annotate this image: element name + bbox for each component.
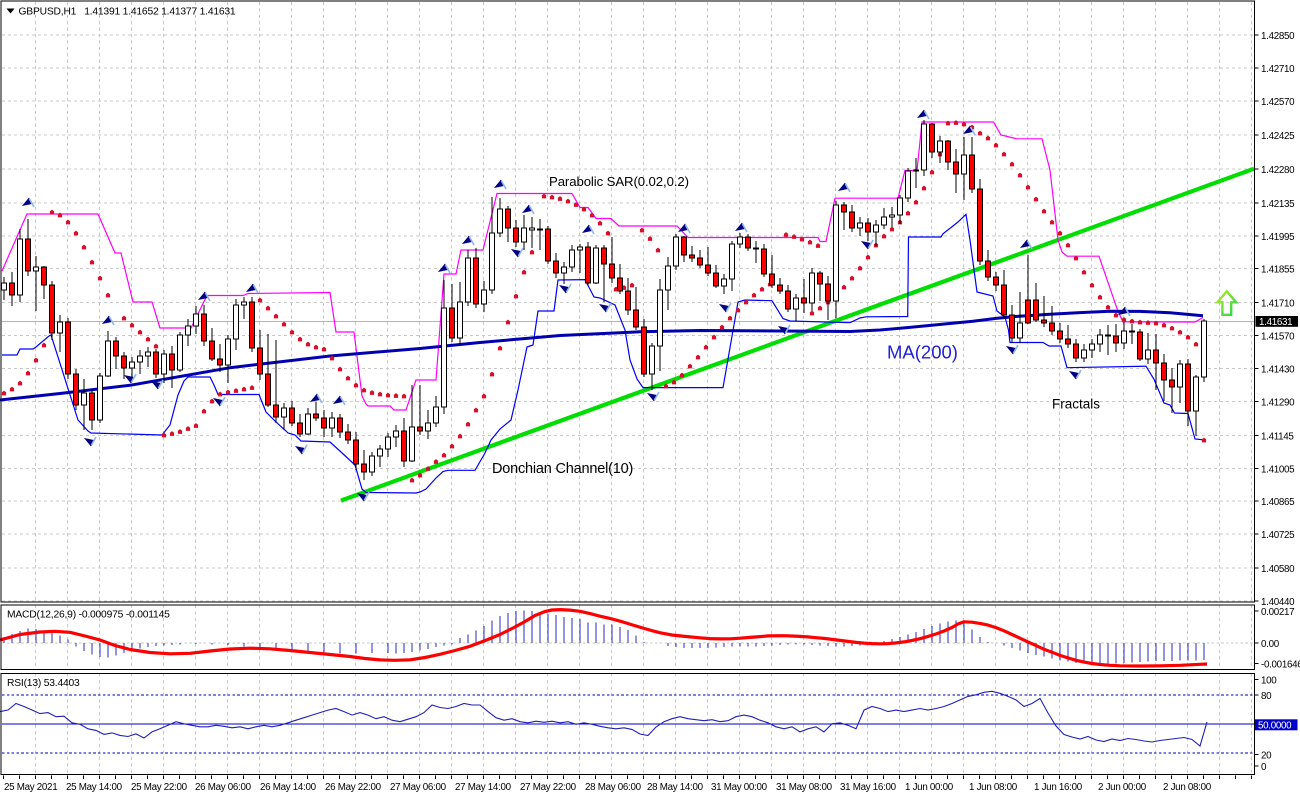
svg-text:27 May 06:00: 27 May 06:00 (390, 782, 447, 793)
svg-text:20: 20 (1261, 751, 1272, 762)
svg-text:31 May 00:00: 31 May 00:00 (711, 782, 768, 793)
svg-text:1.42850: 1.42850 (1261, 31, 1295, 42)
svg-text:100: 100 (1261, 676, 1277, 687)
svg-text:1.40580: 1.40580 (1261, 564, 1295, 575)
svg-text:1 Jun 16:00: 1 Jun 16:00 (1034, 782, 1083, 793)
svg-text:Fractals: Fractals (1052, 397, 1100, 412)
svg-text:31 May 16:00: 31 May 16:00 (840, 782, 897, 793)
svg-text:1.41855: 1.41855 (1261, 265, 1295, 276)
svg-text:28 May 14:00: 28 May 14:00 (647, 782, 704, 793)
svg-text:26 May 22:00: 26 May 22:00 (325, 782, 382, 793)
svg-text:27 May 14:00: 27 May 14:00 (455, 782, 512, 793)
svg-text:1.41631: 1.41631 (1259, 317, 1292, 328)
svg-text:26 May 14:00: 26 May 14:00 (260, 782, 317, 793)
svg-text:1.40440: 1.40440 (1261, 597, 1295, 608)
svg-text:1.42710: 1.42710 (1261, 64, 1295, 75)
svg-text:1.42135: 1.42135 (1261, 199, 1295, 210)
svg-text:MACD(12,26,9) -0.000975 -0.001: MACD(12,26,9) -0.000975 -0.001145 (7, 610, 170, 621)
svg-text:MA(200): MA(200) (887, 342, 958, 363)
svg-text:2 Jun 00:00: 2 Jun 00:00 (1098, 782, 1147, 793)
svg-text:25 May 2021: 25 May 2021 (4, 782, 57, 793)
svg-text:1.41995: 1.41995 (1261, 232, 1295, 243)
svg-text:0: 0 (1261, 762, 1267, 773)
svg-text:2 Jun 08:00: 2 Jun 08:00 (1163, 782, 1212, 793)
svg-text:1.41290: 1.41290 (1261, 397, 1295, 408)
svg-text:1.41710: 1.41710 (1261, 299, 1295, 310)
svg-text:1.42425: 1.42425 (1261, 131, 1295, 142)
svg-text:1.40725: 1.40725 (1261, 530, 1295, 541)
svg-text:GBPUSD,H1 1.41391 1.41652 1.: GBPUSD,H1 1.41391 1.41652 1.41377 1.4163… (19, 7, 236, 18)
svg-text:1 Jun 00:00: 1 Jun 00:00 (905, 782, 954, 793)
svg-text:1.41430: 1.41430 (1261, 365, 1295, 376)
svg-text:1.42280: 1.42280 (1261, 165, 1295, 176)
svg-text:80: 80 (1261, 691, 1272, 702)
svg-text:0.00217: 0.00217 (1261, 607, 1294, 618)
svg-text:27 May 22:00: 27 May 22:00 (520, 782, 577, 793)
svg-text:50.0000: 50.0000 (1258, 720, 1292, 731)
svg-text:1.40865: 1.40865 (1261, 497, 1295, 508)
svg-text:1.41570: 1.41570 (1261, 332, 1295, 343)
svg-text:1.41005: 1.41005 (1261, 464, 1295, 475)
svg-text:1 Jun 08:00: 1 Jun 08:00 (969, 782, 1018, 793)
svg-text:1.42570: 1.42570 (1261, 97, 1295, 108)
svg-text:0.00: 0.00 (1261, 639, 1280, 650)
svg-text:31 May 08:00: 31 May 08:00 (776, 782, 833, 793)
svg-text:RSI(13) 53.4403: RSI(13) 53.4403 (7, 678, 80, 689)
svg-text:26 May 06:00: 26 May 06:00 (195, 782, 252, 793)
svg-text:Parabolic SAR(0.02,0.2): Parabolic SAR(0.02,0.2) (549, 174, 689, 189)
svg-text:25 May 14:00: 25 May 14:00 (66, 782, 123, 793)
svg-text:28 May 06:00: 28 May 06:00 (585, 782, 642, 793)
svg-text:-0.001646: -0.001646 (1261, 660, 1300, 671)
svg-text:1.41145: 1.41145 (1261, 431, 1294, 442)
svg-text:Donchian Channel(10): Donchian Channel(10) (492, 461, 633, 477)
svg-text:25 May 22:00: 25 May 22:00 (131, 782, 188, 793)
